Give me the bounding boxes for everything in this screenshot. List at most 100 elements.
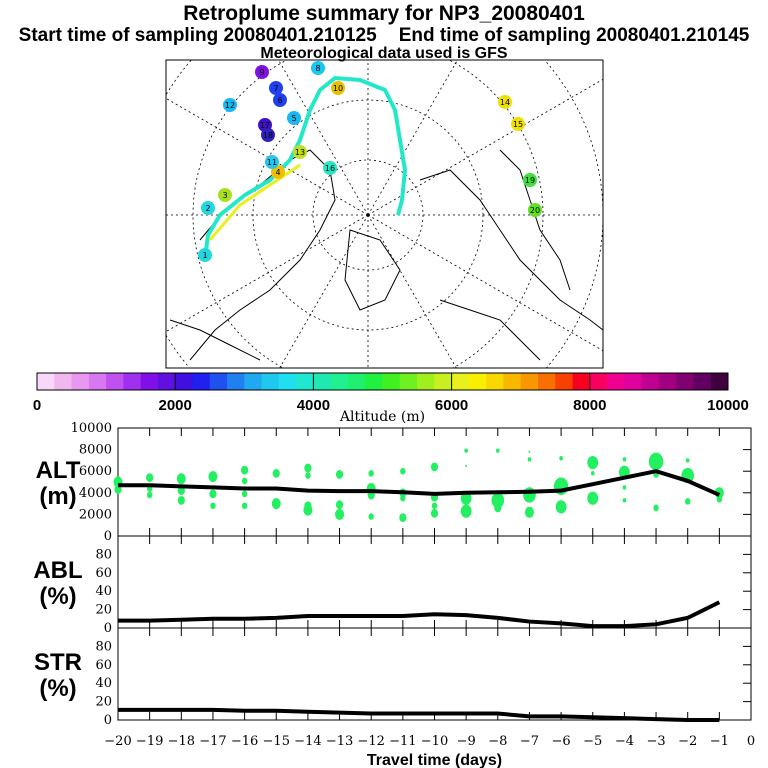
x-tick-label: −5 (583, 734, 602, 749)
colorbar-cell (175, 373, 193, 390)
panel-frame (117, 627, 752, 721)
altitude-bubble (176, 473, 186, 485)
y-tick-label: 60 (95, 566, 112, 581)
x-tick-label: −17 (199, 734, 226, 749)
colorbar-cell (123, 373, 142, 390)
map-label-9: 9 (255, 65, 269, 79)
start-time: Start time of sampling 20080401.210125 (18, 25, 377, 46)
colorbar-cell (88, 373, 107, 390)
altitude-bubble (335, 500, 344, 510)
y-tick-label: 4000 (79, 486, 112, 501)
x-tick-label: 0 (747, 734, 755, 749)
altitude-bubble (622, 457, 627, 462)
map-label-20: 20 (528, 203, 542, 217)
altitude-bubble (465, 464, 468, 467)
altitude-bubble (146, 473, 154, 483)
colorbar-cell (313, 373, 332, 390)
colorbar-cell (555, 373, 574, 390)
map-label-12: 12 (223, 98, 237, 112)
altitude-bubble (303, 504, 313, 516)
panel-ylabel: ABL (33, 557, 82, 584)
altitude-bubble (555, 500, 567, 514)
meridian-line (367, 214, 603, 352)
colorbar-cell (624, 373, 643, 390)
map-label-text: 12 (225, 101, 235, 110)
altitude-bubble (241, 477, 248, 485)
map-label-text: 10 (333, 84, 343, 93)
panel-ylabel: STR (34, 649, 82, 676)
altitude-bubble (587, 455, 599, 470)
altitude-bubble (590, 471, 595, 476)
map-label-text: 15 (513, 120, 523, 129)
altitude-bubble (304, 463, 312, 473)
meridian-line (166, 97, 369, 216)
map-label-19: 19 (523, 173, 537, 187)
colorbar-tick-label: 8000 (573, 397, 606, 414)
x-tick-label: −3 (646, 734, 665, 749)
map-label-10: 10 (331, 81, 345, 95)
x-tick-label: −4 (615, 734, 634, 749)
altitude-bubble (305, 472, 311, 479)
colorbar-tick-label: 0 (33, 397, 41, 414)
map-label-text: 4 (275, 168, 280, 177)
altitude-bubble (335, 508, 345, 520)
map-label-16: 16 (323, 161, 337, 175)
altitude-bubble (527, 457, 532, 462)
colorbar-cell (37, 373, 55, 390)
map-label-7: 7 (269, 81, 283, 95)
map-frame (165, 59, 604, 369)
map-label-text: 9 (259, 68, 264, 77)
meridian-line (367, 78, 603, 216)
y-tick-label: 80 (95, 639, 112, 654)
map-label-text: 7 (273, 84, 278, 93)
altitude-bubble (335, 470, 344, 479)
altitude-bubble (431, 502, 438, 510)
altitude-bubble (653, 504, 659, 512)
map-label-dot (311, 61, 325, 75)
x-tick-label: −2 (678, 734, 697, 749)
altitude-bubble (587, 491, 599, 505)
colorbar-cell (157, 373, 176, 390)
map-label-dot (218, 188, 232, 202)
colorbar-cell (641, 373, 660, 390)
altitude-bubble (210, 502, 216, 510)
coastline (419, 169, 603, 331)
colorbar-cell (347, 373, 366, 390)
x-tick-label: −1 (710, 734, 729, 749)
trajectory-path (203, 75, 408, 259)
panel-abl: 0 20 40 60 80 ABL(%) (33, 535, 752, 636)
altitude-bubble (494, 503, 502, 513)
map-label-dot (261, 128, 275, 142)
colorbar-cell (399, 373, 418, 390)
colorbar-frame (36, 372, 729, 391)
altitude-bubble (559, 456, 563, 461)
map-label-text: 8 (315, 64, 320, 73)
map-label-dot (269, 81, 283, 95)
coastline (344, 229, 401, 311)
altitude-bubble (716, 495, 723, 503)
x-tick-label: −11 (389, 734, 416, 749)
altitude-bubble (272, 468, 280, 478)
colorbar-cell (468, 373, 487, 390)
colorbar-cell (486, 373, 504, 390)
map-label-1: 1 (198, 248, 212, 262)
colorbar-cell (520, 373, 539, 390)
panel-yunit: (%) (39, 583, 76, 610)
altitude-bubble (208, 471, 218, 483)
map-label-text: 3 (222, 191, 227, 200)
colorbar-cell (106, 373, 124, 390)
map-label-6: 6 (273, 93, 287, 107)
altitude-bubble (400, 494, 406, 502)
map-label-dot (523, 173, 537, 187)
y-tick-label: 6000 (79, 464, 112, 479)
colorbar-cell (209, 373, 228, 390)
meridian-line (166, 214, 369, 333)
map-label-5: 5 (287, 111, 301, 125)
colorbar-cell (365, 373, 383, 390)
map-label-text: 14 (500, 98, 510, 107)
y-tick-label: 0 (104, 621, 112, 636)
colorbar-tick-label: 6000 (435, 397, 468, 414)
map-label-text: 6 (277, 96, 282, 105)
map-label-dot (528, 203, 542, 217)
